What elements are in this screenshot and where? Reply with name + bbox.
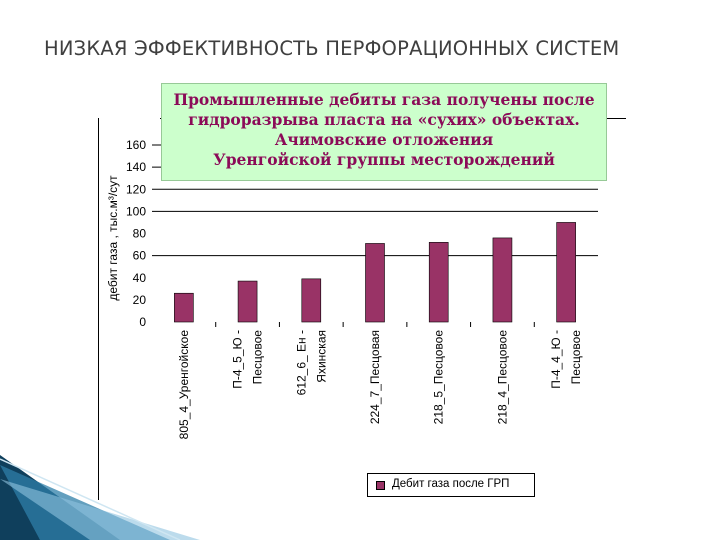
bar-5 (428, 242, 449, 323)
category-label-4: 224_7_Песцовая (368, 330, 382, 424)
category-label-1: 805_4_Уренгойское (177, 330, 191, 440)
category-label-6: 218_4_Песцовое (495, 330, 509, 425)
category-label-7-line-1: П-4_4_Ю - (549, 330, 563, 389)
category-label-2-line-1: П-4_5_Ю - (231, 330, 245, 389)
y-tick-label-40: 40 (133, 271, 147, 285)
y-tick-label-0: 0 (139, 315, 146, 329)
bar-2 (237, 280, 258, 323)
category-label-7-line-2: Песцовое (569, 330, 583, 385)
bar-3 (301, 278, 322, 323)
callout-line-4: Уренгойской группы месторождений (213, 150, 555, 169)
category-label-3-line-1: 612_6_ Ен - (294, 330, 308, 395)
corner-decoration (0, 455, 200, 540)
y-tick-label-100: 100 (126, 204, 146, 218)
category-label-2-line-2: Песцовое (251, 330, 265, 385)
category-label-5: 218_5_Песцовое (432, 330, 446, 425)
bar-1 (174, 292, 194, 323)
chart-legend: Дебит газа после ГРП (367, 473, 535, 497)
slide-title: НИЗКАЯ ЭФФЕКТИВНОСТЬ ПЕРФОРАЦИОННЫХ СИСТ… (44, 37, 620, 60)
y-tick-label-80: 80 (133, 227, 147, 241)
y-tick-label-160: 160 (126, 138, 146, 152)
y-tick-label-60: 60 (133, 249, 147, 263)
y-tick-label-20: 20 (133, 293, 147, 307)
chart-frame (98, 118, 628, 502)
callout-line-2: гидроразрыва пласта на «сухих» объектах. (188, 110, 580, 129)
bar-6 (492, 237, 513, 323)
legend-label: Дебит газа после ГРП (392, 478, 510, 490)
chart-frame-border (98, 118, 99, 500)
y-tick-label-140: 140 (126, 160, 146, 174)
callout-line-1: Промышленные дебиты газа получены после (173, 90, 595, 109)
category-label-3-line-2: Яхинская (314, 330, 328, 383)
legend-swatch (376, 481, 385, 490)
callout-line-3: Ачимовские отложения (274, 130, 494, 149)
y-tick-label-120: 120 (126, 182, 146, 196)
y-axis-label: дебит газа , тыс.м³/сут (106, 175, 120, 301)
bar-4 (365, 243, 385, 323)
bar-7 (556, 222, 576, 323)
callout-box: Промышленные дебиты газа получены после … (161, 83, 607, 181)
